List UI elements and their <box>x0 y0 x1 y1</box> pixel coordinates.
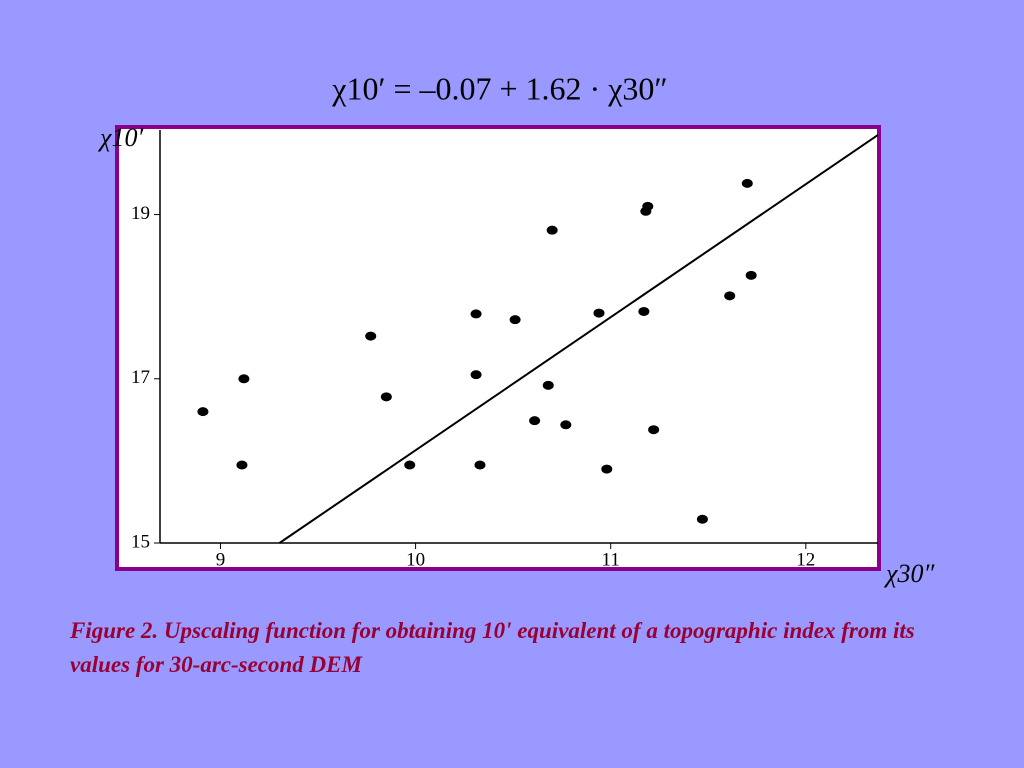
point <box>542 380 554 390</box>
x-tick-label: 9 <box>216 549 226 570</box>
point <box>724 291 736 301</box>
point <box>741 178 753 188</box>
point <box>648 425 660 435</box>
point <box>696 514 708 524</box>
point <box>365 331 377 341</box>
chart-frame <box>115 125 881 571</box>
point <box>380 392 392 402</box>
x-tick-label: 12 <box>796 549 815 570</box>
point <box>238 374 250 384</box>
equation: χ10′ = –0.07 + 1.62 · χ30″ <box>331 70 667 106</box>
point <box>601 464 613 474</box>
point <box>404 460 416 470</box>
x-tick-label: 10 <box>406 549 425 570</box>
chart: χ10′ = –0.07 + 1.62 · χ30″ χ10′ χ30″ 15 1… <box>97 70 935 588</box>
point <box>638 306 650 316</box>
x-axis-label: χ30″ <box>883 559 935 588</box>
point <box>560 420 572 430</box>
y-tick-label: 17 <box>131 367 150 388</box>
point <box>640 206 652 216</box>
point <box>470 309 482 319</box>
caption: Figure 2. Upscaling function for obtaini… <box>70 618 915 677</box>
point <box>197 407 209 417</box>
point <box>474 460 486 470</box>
point <box>470 370 482 380</box>
point <box>546 225 558 235</box>
point <box>593 308 605 318</box>
fit-line <box>278 134 879 544</box>
point <box>529 416 541 426</box>
point <box>236 460 248 470</box>
x-tick-label: 11 <box>602 549 620 570</box>
y-tick-label: 19 <box>131 203 150 224</box>
y-tick-label: 15 <box>131 531 150 552</box>
y-axis-label: χ10′ <box>97 123 143 152</box>
point <box>509 315 521 325</box>
point <box>745 270 757 280</box>
